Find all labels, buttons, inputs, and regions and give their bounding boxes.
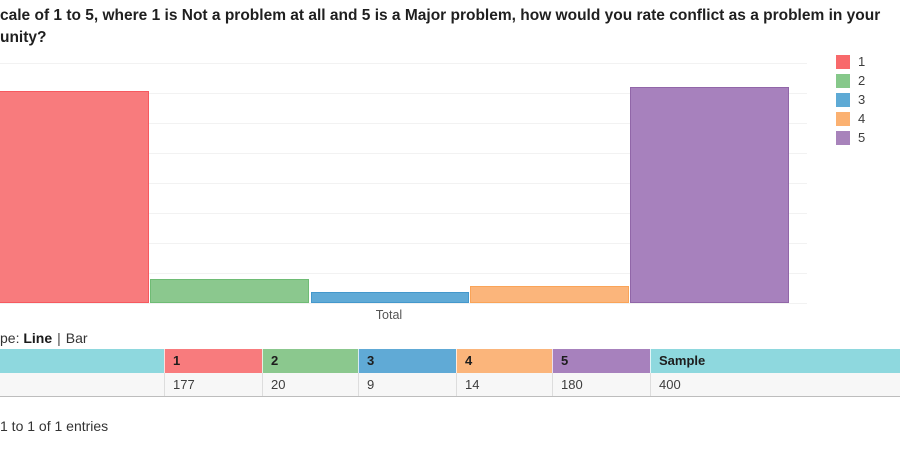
table-header-row: 1 2 3 4 5 Sample [0, 349, 900, 373]
legend-item-2[interactable]: 2 [836, 74, 865, 88]
legend-swatch-4 [836, 112, 850, 126]
bar-series-2 [150, 279, 309, 303]
legend-swatch-2 [836, 74, 850, 88]
bar-chart [0, 63, 807, 303]
legend-label-1: 1 [858, 54, 866, 69]
legend-swatch-3 [836, 93, 850, 107]
header-cell-2[interactable]: 2 [262, 349, 358, 373]
legend-item-5[interactable]: 5 [836, 131, 865, 145]
header-cell-sample[interactable]: Sample [650, 349, 900, 373]
legend-swatch-1 [836, 55, 850, 69]
bar-series-5 [630, 87, 789, 303]
bar-series-3 [311, 292, 469, 303]
data-cell-2: 20 [262, 373, 358, 396]
legend-item-3[interactable]: 3 [836, 93, 865, 107]
survey-question-title-line2: unity? [0, 29, 47, 46]
bar-series-1 [0, 90, 149, 303]
data-cell-4: 14 [456, 373, 552, 396]
x-axis-label: Total [375, 308, 403, 322]
legend-label-2: 2 [858, 73, 866, 88]
survey-question-title-line1: cale of 1 to 5, where 1 is Not a problem… [0, 7, 881, 24]
legend-label-4: 4 [858, 111, 866, 126]
header-cell-1[interactable]: 1 [164, 349, 262, 373]
legend-item-1[interactable]: 1 [836, 55, 865, 69]
data-cell-3: 9 [358, 373, 456, 396]
chart-type-separator: | [57, 330, 61, 346]
data-cell-1: 177 [164, 373, 262, 396]
legend-swatch-5 [836, 131, 850, 145]
legend-label-3: 3 [858, 92, 866, 107]
header-cell-4[interactable]: 4 [456, 349, 552, 373]
data-cell-row-label [0, 373, 164, 396]
legend-item-4[interactable]: 4 [836, 112, 865, 126]
chart-type-bar-link[interactable]: Bar [65, 330, 88, 346]
legend-label-5: 5 [858, 130, 866, 145]
chart-legend: 1 2 3 4 5 [836, 55, 865, 150]
chart-type-line-link[interactable]: Line [23, 330, 53, 346]
chart-type-toggle: pe: Line | Bar [0, 330, 88, 346]
header-cell-5[interactable]: 5 [552, 349, 650, 373]
chart-type-prefix: pe: [0, 330, 20, 346]
data-cell-sample: 400 [650, 373, 900, 396]
data-cell-5: 180 [552, 373, 650, 396]
entries-count: 1 to 1 of 1 entries [0, 418, 109, 434]
table-data-row: 177 20 9 14 180 400 [0, 373, 900, 397]
bar-series-4 [470, 286, 629, 303]
results-table: 1 2 3 4 5 Sample 177 20 9 14 180 400 [0, 349, 900, 397]
header-cell-row-label[interactable] [0, 349, 164, 373]
header-cell-3[interactable]: 3 [358, 349, 456, 373]
